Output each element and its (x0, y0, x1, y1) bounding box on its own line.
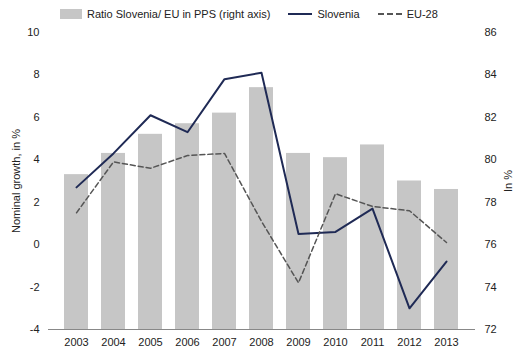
svg-text:2007: 2007 (212, 336, 236, 348)
svg-text:6: 6 (33, 111, 39, 123)
svg-text:2: 2 (33, 196, 39, 208)
svg-text:2006: 2006 (175, 336, 199, 348)
svg-text:Nominal growth, in %: Nominal growth, in % (10, 129, 22, 233)
svg-text:-4: -4 (30, 323, 40, 335)
svg-text:0: 0 (33, 238, 39, 250)
svg-text:2012: 2012 (397, 336, 421, 348)
svg-text:8: 8 (33, 68, 39, 80)
svg-text:76: 76 (485, 238, 497, 250)
svg-text:10: 10 (27, 26, 39, 38)
svg-text:2011: 2011 (361, 336, 385, 348)
svg-text:72: 72 (485, 323, 497, 335)
svg-text:2009: 2009 (286, 336, 310, 348)
svg-text:74: 74 (485, 281, 497, 293)
svg-text:In %: In % (502, 170, 514, 192)
svg-text:84: 84 (485, 68, 497, 80)
svg-text:2003: 2003 (64, 336, 88, 348)
svg-text:2004: 2004 (101, 336, 125, 348)
svg-text:2005: 2005 (138, 336, 162, 348)
svg-text:2008: 2008 (249, 336, 273, 348)
svg-text:4: 4 (33, 153, 39, 165)
svg-text:78: 78 (485, 196, 497, 208)
svg-text:80: 80 (485, 153, 497, 165)
svg-text:-2: -2 (30, 281, 40, 293)
html-text:Slovenia: Slovenia (317, 8, 360, 20)
svg-text:86: 86 (485, 26, 497, 38)
svg-text:2013: 2013 (434, 336, 458, 348)
svg-text:82: 82 (485, 111, 497, 123)
html-text:Ratio Slovenia/ EU in PPS (rig: Ratio Slovenia/ EU in PPS (right axis) (87, 8, 271, 20)
html-text:EU-28: EU-28 (406, 8, 438, 20)
svg-text:2010: 2010 (323, 336, 347, 348)
